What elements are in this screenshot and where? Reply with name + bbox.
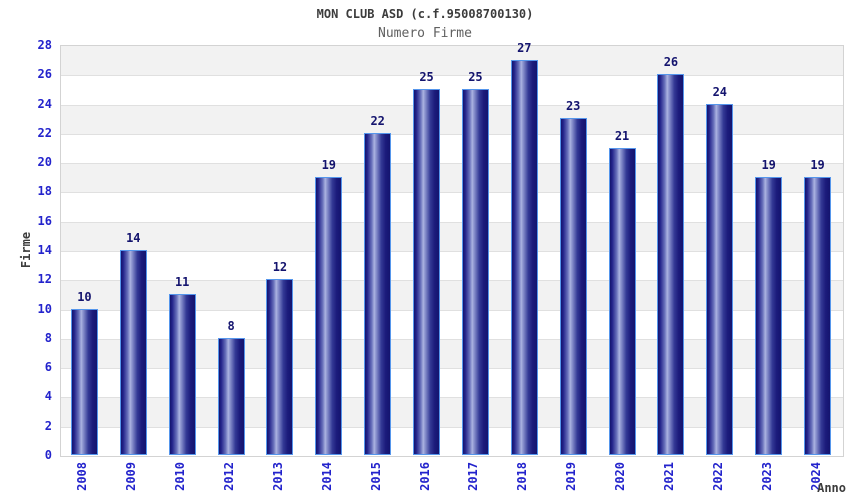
bar-value-label: 19 bbox=[321, 157, 337, 172]
bar-value-label: 26 bbox=[663, 55, 679, 70]
bar-2018 bbox=[510, 59, 538, 455]
bar-value-label: 24 bbox=[712, 84, 728, 99]
bar-value-label: 23 bbox=[565, 99, 581, 114]
x-tick-label: 2016 bbox=[417, 462, 432, 491]
gridline bbox=[61, 221, 843, 223]
bar-2021 bbox=[657, 74, 685, 455]
y-tick-label: 20 bbox=[37, 155, 52, 170]
y-tick-label: 8 bbox=[44, 330, 52, 345]
gridline bbox=[61, 163, 843, 165]
y-tick-label: 4 bbox=[44, 389, 52, 404]
bar-2013 bbox=[266, 279, 294, 455]
bar-2016 bbox=[413, 88, 441, 455]
y-tick-label: 14 bbox=[37, 243, 52, 257]
gridline bbox=[61, 426, 843, 428]
chart-subtitle: Numero Firme bbox=[378, 26, 472, 41]
bar-value-label: 27 bbox=[517, 40, 532, 55]
gridline bbox=[61, 75, 843, 77]
y-tick-label: 12 bbox=[37, 272, 52, 287]
x-tick-label: 2018 bbox=[515, 462, 530, 491]
grid-band bbox=[61, 46, 843, 76]
bar-2024 bbox=[804, 176, 832, 455]
x-tick-label: 2014 bbox=[319, 462, 334, 491]
bar-value-label: 10 bbox=[77, 289, 92, 304]
gridline bbox=[61, 368, 843, 370]
x-tick-label: 2020 bbox=[613, 462, 628, 491]
gridline bbox=[61, 397, 843, 399]
y-tick-label: 10 bbox=[37, 301, 52, 316]
grid-band bbox=[61, 75, 843, 105]
gridline bbox=[61, 338, 843, 340]
y-tick-label: 24 bbox=[37, 96, 52, 111]
x-tick-label: 2009 bbox=[124, 462, 139, 491]
bar-value-label: 14 bbox=[126, 231, 141, 245]
y-tick-label: 26 bbox=[37, 67, 52, 82]
x-tick-label: 2008 bbox=[75, 462, 90, 491]
y-tick-label: 6 bbox=[44, 360, 52, 375]
x-tick-label: 2019 bbox=[564, 462, 579, 491]
bar-2014 bbox=[315, 176, 343, 455]
x-tick-label: 2012 bbox=[222, 462, 237, 491]
bar-2015 bbox=[364, 132, 392, 455]
bar-2012 bbox=[217, 337, 245, 455]
y-tick-label: 0 bbox=[44, 448, 52, 462]
x-tick-label: 2021 bbox=[661, 462, 676, 491]
bar-value-label: 12 bbox=[272, 260, 288, 275]
bar-value-label: 21 bbox=[614, 128, 630, 143]
y-tick-label: 28 bbox=[37, 38, 52, 52]
x-tick-label: 2010 bbox=[173, 462, 188, 491]
x-tick-label: 2022 bbox=[710, 462, 725, 491]
bar-2009 bbox=[119, 250, 147, 455]
bar-value-label: 19 bbox=[810, 157, 825, 172]
bar-value-label: 19 bbox=[761, 157, 776, 172]
bar-value-label: 25 bbox=[419, 69, 434, 84]
bar-2022 bbox=[706, 103, 734, 455]
gridline bbox=[61, 104, 843, 106]
bar-2020 bbox=[608, 147, 636, 455]
bar-value-label: 25 bbox=[468, 69, 483, 84]
chart-title: MON CLUB ASD (c.f.95008700130) bbox=[316, 7, 534, 21]
bar-2023 bbox=[755, 176, 783, 455]
bar-2008 bbox=[70, 308, 98, 455]
gridline bbox=[61, 309, 843, 311]
x-tick-label: 2015 bbox=[368, 462, 383, 491]
gridline bbox=[61, 280, 843, 282]
x-tick-label: 2023 bbox=[759, 462, 774, 491]
y-tick-label: 22 bbox=[37, 125, 52, 140]
gridline bbox=[61, 192, 843, 194]
y-tick-label: 16 bbox=[37, 213, 52, 228]
x-tick-label: 2013 bbox=[270, 462, 285, 491]
gridline bbox=[61, 251, 843, 252]
bar-value-label: 8 bbox=[227, 318, 235, 333]
y-tick-label: 2 bbox=[44, 418, 52, 433]
bar-value-label: 11 bbox=[174, 274, 190, 289]
y-tick-label: 18 bbox=[37, 184, 52, 199]
bar-value-label: 22 bbox=[370, 113, 385, 128]
x-axis-title: Anno bbox=[817, 481, 846, 495]
gridline bbox=[61, 133, 843, 135]
x-tick-label: 2017 bbox=[466, 462, 481, 491]
bar-2019 bbox=[559, 118, 587, 455]
bar-2010 bbox=[168, 293, 196, 455]
bar-2017 bbox=[461, 88, 489, 455]
